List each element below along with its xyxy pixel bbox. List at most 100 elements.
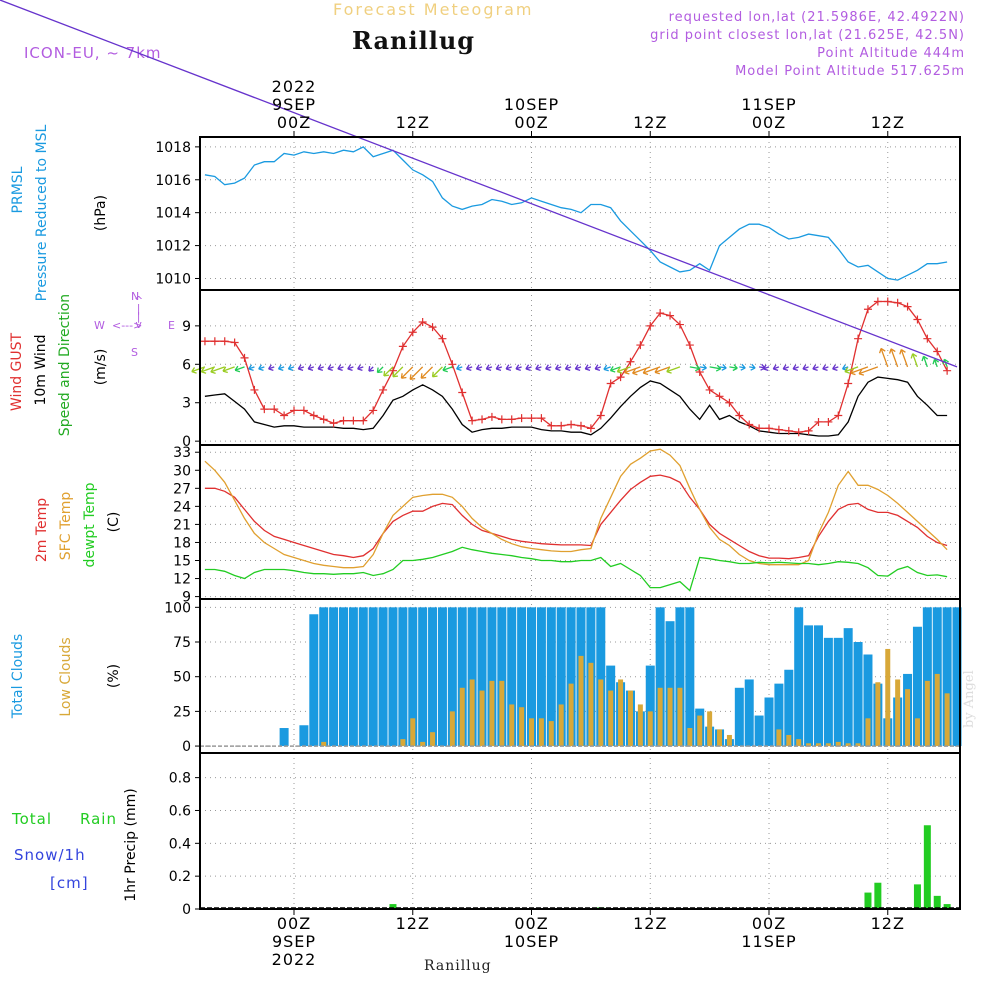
wind-arrow-head — [442, 365, 448, 373]
wind-arrow-head — [850, 368, 856, 376]
wind-direction-arrow — [400, 366, 414, 379]
wind-arrow-head — [762, 364, 769, 371]
low-cloud-bar — [430, 732, 436, 747]
gust-marker — [834, 411, 843, 420]
low-cloud-bar — [924, 680, 930, 747]
low-cloud-bar — [806, 743, 812, 747]
wind-arrow-head — [782, 364, 789, 371]
wind-arrow-head — [910, 353, 918, 359]
gust-marker — [735, 411, 744, 420]
total-cloud-bar — [853, 642, 863, 747]
grid-point-coords: grid point closest lon,lat (21.625E, 42.… — [650, 28, 965, 43]
wind-arrow-head — [347, 364, 353, 371]
wind-direction-arrow — [632, 366, 651, 374]
wind-gust-label: Wind GUST — [9, 332, 25, 412]
y-tick-label: 0.4 — [169, 836, 191, 852]
low-cloud-bar — [489, 680, 495, 747]
compass-vertical-arrow: ^ | | v — [134, 294, 144, 331]
gust-marker — [527, 414, 536, 423]
gust-marker — [903, 302, 912, 311]
y-tick-label: 1010 — [155, 271, 191, 287]
wind-direction-arrow — [0, 0, 958, 368]
wind-direction-arrow — [880, 348, 889, 368]
total-cloud-bar — [358, 607, 368, 747]
low-cloud-bar — [905, 689, 911, 747]
wind-direction-arrow — [719, 366, 727, 369]
total-cloud-bar — [546, 607, 556, 747]
temp-unit: (C) — [106, 511, 122, 533]
total-cloud-bar — [813, 625, 823, 747]
low-cloud-bar — [647, 711, 653, 747]
top-hour-label: 12Z — [633, 113, 667, 132]
total-cloud-bar — [428, 607, 438, 747]
wind-direction-arrow — [689, 366, 700, 370]
total-cloud-bar — [942, 607, 952, 747]
legend-rain-total: Total — [12, 810, 53, 828]
precip-bar — [864, 892, 872, 909]
gust-marker — [309, 411, 318, 420]
bottom-day-label: 9SEP — [272, 932, 316, 951]
low-cloud-bar — [608, 690, 614, 747]
gust-marker — [784, 426, 793, 435]
gust-marker — [814, 417, 823, 426]
total-cloud-bar — [952, 607, 962, 747]
total-cloud-bar — [536, 607, 546, 747]
wind-direction-arrow — [201, 366, 216, 373]
wind-arrow-head — [715, 364, 722, 372]
total-cloud-bar — [833, 637, 843, 747]
y-tick-label: 1018 — [155, 140, 191, 156]
wind-arrow-head — [624, 368, 630, 375]
total-cloud-bar — [457, 607, 467, 747]
gust-marker — [507, 415, 516, 424]
wind-arrow-head — [899, 349, 906, 355]
gust-marker — [487, 412, 496, 421]
gust-marker — [379, 385, 388, 394]
y-tick-label: 0 — [182, 434, 191, 450]
wind-arrow-head — [485, 364, 492, 371]
wind-arrow-head — [574, 364, 581, 371]
low-cloud-bar — [469, 679, 475, 747]
temp-2m-line — [204, 474, 948, 560]
wind-direction-arrow — [210, 366, 225, 373]
low-cloud-bar — [499, 680, 505, 747]
gust-marker — [685, 341, 694, 350]
bottom-day-label: 10SEP — [504, 932, 559, 951]
low-cloud-bar — [717, 729, 723, 747]
bottom-hour-label: 00Z — [277, 914, 311, 933]
wind-arrow-head — [210, 367, 216, 374]
low-cloud-bar — [885, 648, 891, 747]
precip-bar — [933, 895, 941, 909]
wind-arrow-head — [268, 364, 274, 371]
gust-marker — [398, 342, 407, 351]
total-cloud-bar — [685, 607, 695, 747]
total-cloud-bar — [378, 607, 388, 747]
total-cloud-bar — [487, 607, 497, 747]
wind-arrow-head — [456, 364, 462, 371]
gust-marker — [596, 411, 605, 420]
wind-arrow-head — [750, 363, 756, 371]
y-tick-label: 1016 — [155, 173, 191, 189]
gust-marker — [804, 426, 813, 435]
wind-arrow-head — [889, 348, 896, 354]
bottom-hour-label: 00Z — [752, 914, 786, 933]
top-hour-label: 00Z — [514, 113, 548, 132]
temp-2m-label: 2m Temp — [34, 497, 50, 563]
wind-arrow-head — [248, 364, 254, 371]
low-clouds-label: Low Clouds — [58, 637, 74, 717]
precip-bar — [923, 825, 931, 909]
wind-arrow-head — [495, 364, 502, 371]
y-tick-label: 0 — [182, 739, 191, 755]
wind-direction-arrow — [442, 366, 453, 371]
total-clouds-label: Total Clouds — [10, 633, 26, 719]
gust-marker — [873, 297, 882, 306]
wind-direction-arrow — [610, 366, 621, 372]
low-cloud-bar — [479, 690, 485, 747]
gust-marker — [230, 338, 239, 347]
y-tick-label: 21 — [173, 517, 191, 533]
gust-marker — [458, 388, 467, 397]
total-cloud-bar — [912, 626, 922, 747]
low-cloud-bar — [687, 728, 693, 747]
precip-bar — [874, 882, 882, 909]
data-layer — [0, 0, 962, 909]
panel-frames — [199, 136, 961, 910]
